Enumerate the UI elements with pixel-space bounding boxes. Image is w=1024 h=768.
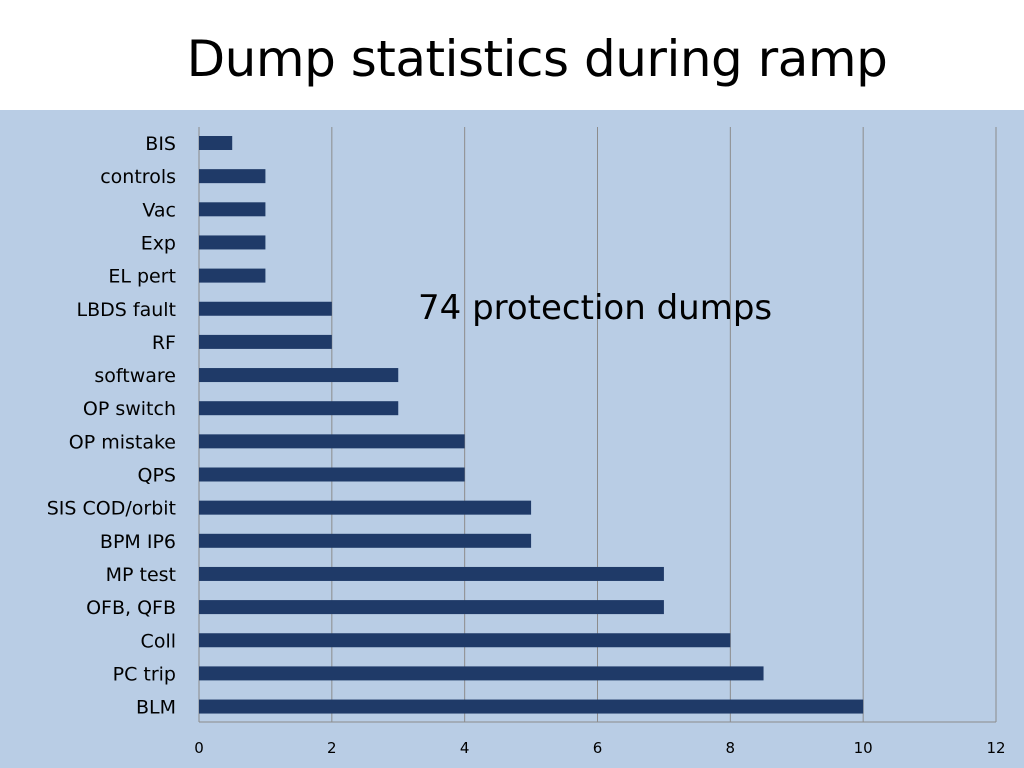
x-tick-label: 10 [854,739,873,757]
x-tick-label: 0 [194,739,204,757]
bar [199,467,465,482]
bar [199,533,532,548]
category-label: software [94,365,176,387]
x-tick-label: 4 [460,739,470,757]
category-label: Exp [141,232,176,254]
x-tick-label: 8 [726,739,736,757]
category-label: MP test [106,564,176,586]
category-label: OFB, QFB [86,597,176,619]
category-label: SIS COD/orbit [47,498,176,520]
category-label: controls [100,166,176,188]
slide-title: Dump statistics during ramp [186,30,888,88]
bar [199,500,532,515]
x-tick-labels: 0 2 4 6 8 10 12 [194,739,1005,757]
bar [199,301,332,316]
category-label: OP mistake [69,431,176,453]
chart-panel [0,110,1024,768]
bar [199,699,864,714]
category-label: OP switch [83,398,176,420]
bar [199,401,399,416]
x-tick-label: 12 [986,739,1005,757]
bar [199,600,664,615]
bar [199,434,465,449]
category-label: QPS [138,465,176,487]
category-labels: BIS controls Vac Exp EL pert LBDS fault RF soft… [47,133,176,719]
bar [199,169,266,184]
bar [199,136,233,150]
bar [199,666,764,681]
bar [199,566,664,581]
total-dumps-annotation: 74 protection dumps [418,288,773,328]
category-label: Coll [141,630,176,652]
bar [199,633,731,648]
x-tick-label: 2 [327,739,337,757]
x-tick-label: 6 [593,739,603,757]
category-label: BIS [145,133,176,155]
bar [199,368,399,383]
category-label: BLM [136,697,176,719]
category-label: RF [152,332,176,354]
bar [199,268,266,283]
bar [199,334,332,349]
category-label: PC trip [113,663,176,685]
category-label: BPM IP6 [100,531,176,553]
category-label: LBDS fault [77,299,176,321]
bar [199,202,266,217]
category-label: EL pert [108,266,176,288]
category-label: Vac [142,199,176,221]
gridlines [198,127,997,723]
bar [199,235,266,250]
bars [199,136,864,714]
